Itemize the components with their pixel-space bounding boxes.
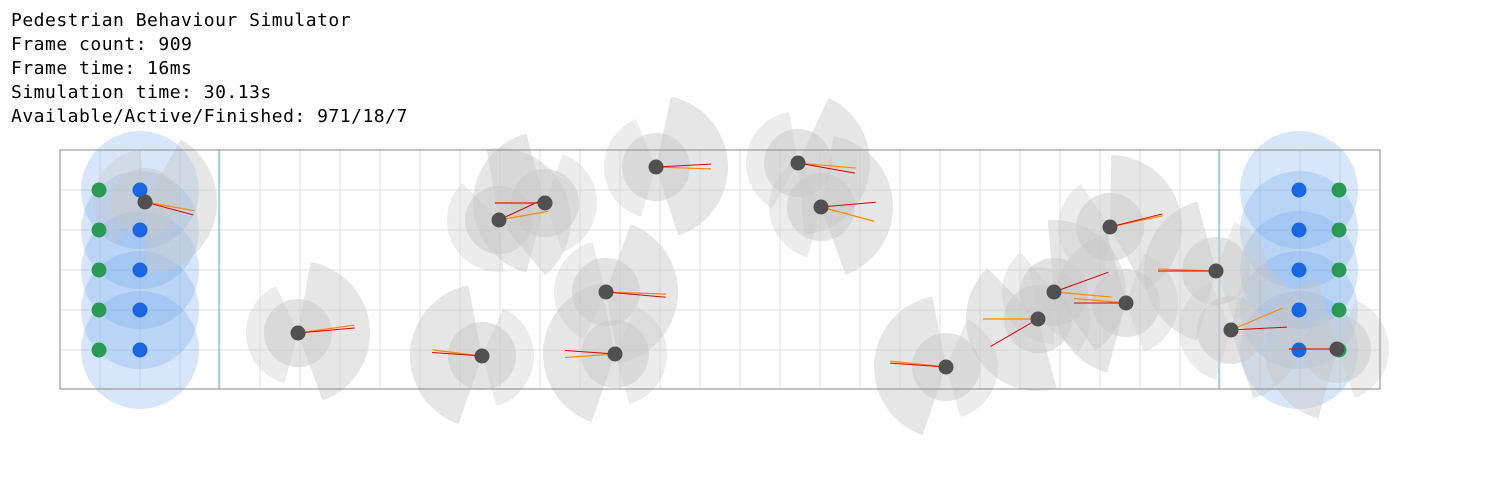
pedestrians — [137, 155, 1345, 375]
heading-line — [144, 201, 194, 216]
velocity-line — [797, 162, 856, 169]
rear-region — [447, 183, 504, 272]
velocity-line — [498, 210, 549, 221]
pedestrian — [598, 284, 614, 300]
spawn-point — [132, 302, 148, 318]
rear-region — [746, 111, 798, 209]
velocity-line — [1230, 307, 1283, 331]
rear-region — [482, 308, 535, 406]
pedestrian — [491, 212, 507, 228]
goal-point — [1331, 302, 1347, 318]
spawn-point — [132, 262, 148, 278]
spawn-point — [1291, 182, 1307, 198]
spawn-point — [1291, 302, 1307, 318]
rear-region — [246, 285, 298, 384]
heading-line — [605, 291, 666, 298]
view-cone — [821, 136, 893, 275]
heading-line — [797, 162, 856, 174]
velocity-line — [605, 291, 666, 295]
rear-region — [1179, 282, 1231, 380]
view-cone — [656, 96, 729, 236]
pedestrian — [1329, 341, 1345, 357]
rear-region — [769, 159, 821, 258]
spawn-point — [1291, 262, 1307, 278]
spawn-point — [132, 222, 148, 238]
heading-line — [565, 350, 616, 355]
goal-point — [91, 182, 107, 198]
velocity-line — [820, 206, 875, 222]
heading-line — [432, 352, 483, 357]
heading-line — [1109, 213, 1163, 228]
hud-overlay: Pedestrian Behaviour Simulator Frame cou… — [11, 9, 408, 129]
spawn-point — [132, 342, 148, 358]
view-cone — [145, 139, 218, 274]
pedestrian — [1030, 311, 1046, 327]
pedestrian — [290, 325, 306, 341]
corridor-boundary — [59, 149, 1381, 390]
view-cone — [1231, 259, 1303, 399]
rear-region — [1126, 254, 1178, 352]
heading-line — [1053, 271, 1109, 293]
spawn-point — [1291, 222, 1307, 238]
view-cone — [543, 283, 615, 423]
frame-count-readout: Frame count: 909 — [11, 34, 193, 55]
spawn-point — [132, 182, 148, 198]
rear-region — [554, 241, 606, 340]
spawn-point — [1291, 342, 1307, 358]
goal-point — [1331, 182, 1347, 198]
rear-region — [93, 150, 145, 245]
pedestrian — [474, 348, 490, 364]
pedestrian — [813, 199, 829, 215]
heading-line — [990, 318, 1039, 347]
rear-region — [545, 154, 597, 252]
velocity-line — [144, 201, 195, 212]
velocity-line — [655, 166, 711, 170]
heading-line — [498, 198, 545, 221]
heading-line — [820, 201, 876, 208]
pedestrian — [1118, 295, 1134, 311]
pedestrian — [790, 155, 806, 171]
pedestrian — [137, 194, 153, 210]
pedestrian — [1223, 322, 1239, 338]
rear-region — [604, 119, 656, 217]
heading-line — [890, 362, 947, 368]
goal-point — [91, 302, 107, 318]
goal-point — [1331, 262, 1347, 278]
heading-line — [297, 327, 355, 334]
view-cone — [966, 268, 1057, 391]
view-cone — [298, 262, 370, 401]
velocity-line — [1053, 291, 1112, 298]
goal-point — [91, 342, 107, 358]
rear-region — [1337, 300, 1390, 398]
velocity-line — [1074, 297, 1127, 304]
rear-region — [946, 319, 999, 417]
view-cone — [1110, 155, 1182, 290]
velocity-line — [565, 353, 616, 359]
pedestrian — [1046, 284, 1062, 300]
rear-region — [1058, 183, 1110, 279]
pedestrian — [1208, 263, 1224, 279]
spawn-goal-points — [91, 182, 1347, 358]
rear-region — [615, 306, 668, 404]
simulation-time-readout: Simulation time: 30.13s — [11, 82, 272, 103]
pedestrian — [938, 359, 954, 375]
heading-line — [655, 163, 711, 168]
view-cone — [874, 296, 946, 436]
pedestrian — [1102, 219, 1118, 235]
agent-counts-readout: Available/Active/Finished: 971/18/7 — [11, 106, 408, 127]
goal-point — [91, 222, 107, 238]
view-cones — [93, 96, 1390, 436]
frame-time-readout: Frame time: 16ms — [11, 58, 193, 79]
goal-point — [1331, 222, 1347, 238]
rear-region — [1216, 222, 1269, 320]
pedestrian — [537, 195, 553, 211]
heading-line — [1230, 326, 1287, 331]
pedestrian — [648, 159, 664, 175]
pedestrian — [607, 346, 623, 362]
goal-point — [91, 262, 107, 278]
app-title: Pedestrian Behaviour Simulator — [11, 10, 352, 31]
